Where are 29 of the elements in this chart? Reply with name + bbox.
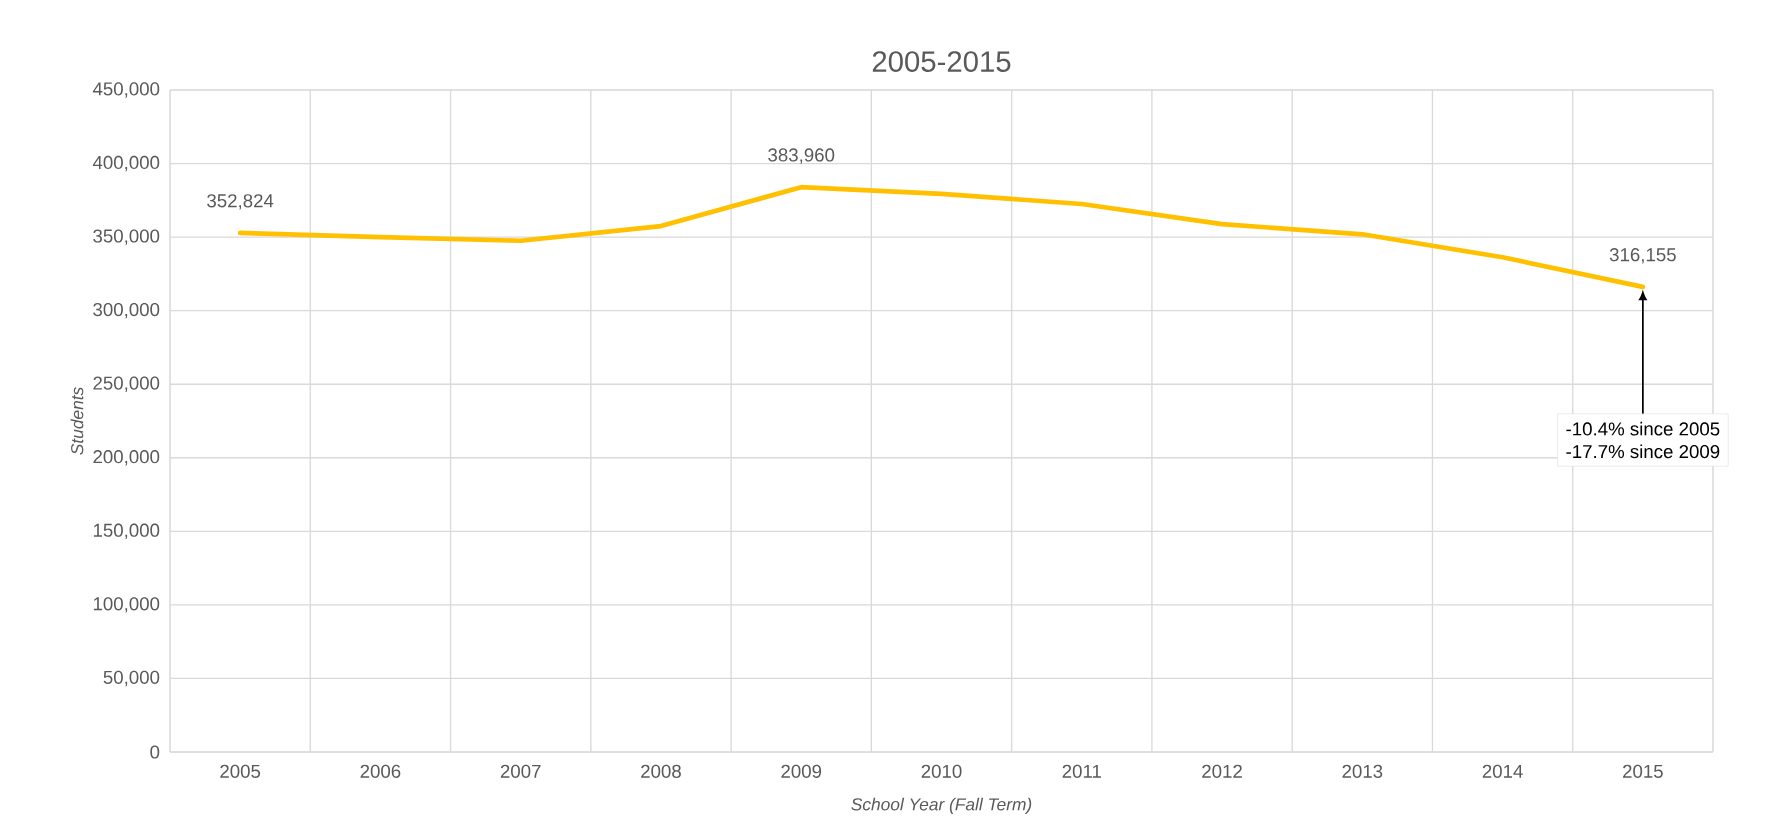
y-tick-label: 250,000	[93, 376, 160, 392]
y-tick-label: 300,000	[93, 302, 160, 319]
annotation: -17.7% since 2009	[1566, 444, 1720, 459]
y-tick-label: 50,000	[103, 670, 160, 687]
y-tick-label: 0	[150, 745, 160, 759]
chart-title: 2005-2015	[872, 51, 1011, 72]
x-tick-label: 2015	[1623, 764, 1663, 778]
x-tick-label: 2005	[220, 764, 261, 778]
data-label: 352,824	[207, 194, 274, 210]
x-tick-label: 2009	[781, 764, 822, 778]
y-tick-label: 150,000	[93, 523, 160, 540]
x-tick-label: 2008	[641, 764, 681, 778]
x-tick-label: 2013	[1342, 764, 1383, 778]
x-tick-label: 2007	[500, 764, 541, 778]
x-tick-label: 2012	[1202, 764, 1242, 778]
y-tick-label: 100,000	[93, 597, 160, 613]
x-tick-label: 2006	[360, 764, 401, 778]
y-axis-title: Students	[70, 387, 84, 455]
y-tick-label: 200,000	[93, 450, 160, 466]
data-label: 316,155	[1609, 248, 1676, 264]
x-tick-label: 2011	[1062, 764, 1101, 778]
x-tick-label: 2014	[1482, 764, 1523, 778]
x-tick-label: 2010	[921, 764, 962, 778]
y-tick-label: 400,000	[92, 155, 160, 172]
annotation: -10.4% since 2005	[1566, 421, 1720, 436]
y-tick-label: 350,000	[93, 229, 160, 245]
y-tick-label: 450,000	[92, 82, 160, 98]
data-label: 383,960	[768, 148, 835, 164]
x-axis-title: School Year (Fall Term)	[851, 797, 1032, 814]
